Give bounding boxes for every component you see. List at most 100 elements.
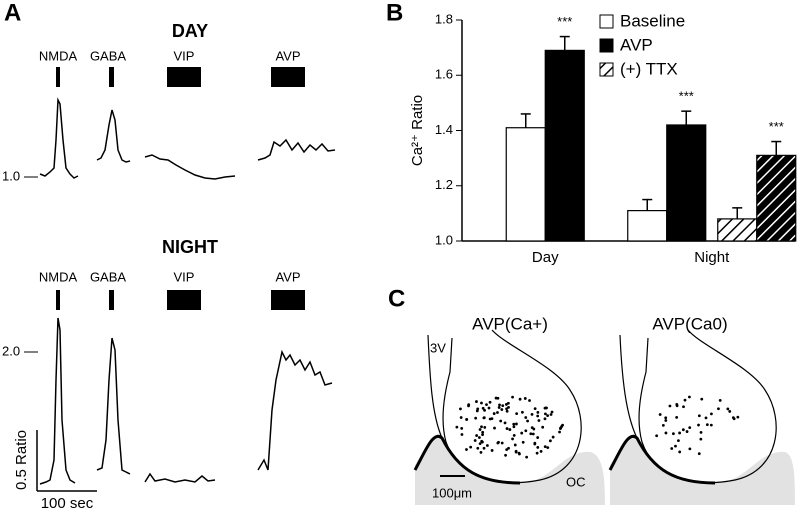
cell-dot <box>481 430 485 434</box>
cell-dot <box>515 422 518 426</box>
legend-label: (+) TTX <box>620 59 678 78</box>
cell-dot <box>478 428 482 431</box>
legend-swatch <box>599 62 614 77</box>
scale-y-label: 0.5 Ratio <box>13 430 30 490</box>
bar <box>505 127 546 242</box>
cell-dot <box>710 412 713 416</box>
cell-dot <box>532 427 536 431</box>
stimulus-label: GABA <box>90 269 126 284</box>
cell-dot <box>476 446 480 450</box>
cell-dot <box>561 423 564 427</box>
cell-dot <box>709 423 713 427</box>
cell-dot <box>543 417 547 421</box>
cell-dot <box>496 411 499 414</box>
cell-dots <box>455 395 740 459</box>
cell-dot <box>494 396 498 400</box>
section-left <box>413 329 605 505</box>
cell-dot <box>549 413 553 416</box>
cell-dot <box>544 412 547 416</box>
significance: *** <box>557 14 572 29</box>
cell-dot <box>478 442 482 446</box>
cell-dot <box>505 409 509 413</box>
cell-dot <box>500 408 504 411</box>
cell-dot <box>500 441 504 445</box>
trace <box>39 317 76 485</box>
cell-dot <box>512 425 516 429</box>
cell-dot <box>515 412 519 416</box>
cell-dot <box>670 447 674 450</box>
cell-dot <box>681 428 685 432</box>
significance: *** <box>679 89 694 104</box>
cell-dot <box>473 439 477 442</box>
cell-dot <box>546 446 550 449</box>
cell-dot <box>459 416 463 419</box>
cell-dot <box>536 446 540 449</box>
cell-dot <box>717 407 720 411</box>
legend-swatch <box>599 38 614 53</box>
cell-dot <box>469 445 473 449</box>
cell-dot <box>511 395 514 399</box>
panel-label: C <box>388 285 405 312</box>
cell-dot <box>479 450 483 454</box>
cell-dot <box>688 447 692 451</box>
cell-dot <box>728 410 732 413</box>
cell-dot <box>535 451 539 455</box>
y-tick-label: 1.2 <box>435 177 453 192</box>
trace <box>144 154 236 180</box>
y-tick-label: 1.6 <box>435 67 453 82</box>
trace <box>257 138 336 161</box>
baseline-label: 1.0 <box>2 168 20 183</box>
cell-dot <box>481 440 484 444</box>
cell-dot <box>480 425 483 429</box>
cell-dot <box>533 441 537 445</box>
bar <box>756 154 797 242</box>
cell-dot <box>465 418 469 421</box>
cell-dot <box>508 428 512 431</box>
cell-dot <box>539 450 543 453</box>
cell-dot <box>718 398 722 402</box>
cell-dot <box>498 403 501 407</box>
cell-dot <box>490 449 494 452</box>
cell-dot <box>536 414 540 418</box>
cell-dot <box>704 416 708 420</box>
x-tick-label: Night <box>694 249 730 266</box>
cell-dot <box>664 419 668 422</box>
legend-label: AVP <box>620 35 653 54</box>
cell-dot <box>521 410 524 414</box>
stimulus-label: NMDA <box>39 48 78 63</box>
bar-chart: 1.0 1.2 1.4 1.6 1.8 Ca²⁺ Ratio Day *** Night *** *… <box>409 11 797 266</box>
cell-dot <box>483 408 486 412</box>
bar <box>627 210 668 242</box>
trace <box>144 472 216 483</box>
section-right <box>608 329 795 505</box>
cell-dot <box>523 397 527 400</box>
cell-dot <box>697 452 701 456</box>
cell-dot <box>682 405 685 409</box>
legend-swatch <box>599 14 614 29</box>
panel-label: A <box>4 0 21 26</box>
trace <box>96 337 131 475</box>
significance: *** <box>769 119 784 134</box>
cell-dot <box>688 426 692 430</box>
cell-dot <box>699 430 703 434</box>
cell-dot <box>481 433 484 437</box>
cell-dot <box>678 431 681 435</box>
cell-dot <box>699 437 703 441</box>
chiasm-label: OC <box>566 474 586 489</box>
cell-dot <box>485 444 489 447</box>
stimulus-label: VIP <box>174 48 195 63</box>
cell-dot <box>507 405 510 409</box>
cell-dot <box>530 412 534 416</box>
bar <box>666 124 707 242</box>
bar <box>717 218 758 242</box>
cell-dot <box>668 404 672 408</box>
cell-dot <box>674 444 677 448</box>
cell-dot <box>505 448 509 451</box>
cell-dot <box>664 416 668 420</box>
cell-dot <box>520 431 524 435</box>
cell-dot <box>503 421 507 425</box>
cell-dot <box>697 414 701 418</box>
cell-dot <box>678 450 682 454</box>
cell-dot <box>460 433 464 436</box>
